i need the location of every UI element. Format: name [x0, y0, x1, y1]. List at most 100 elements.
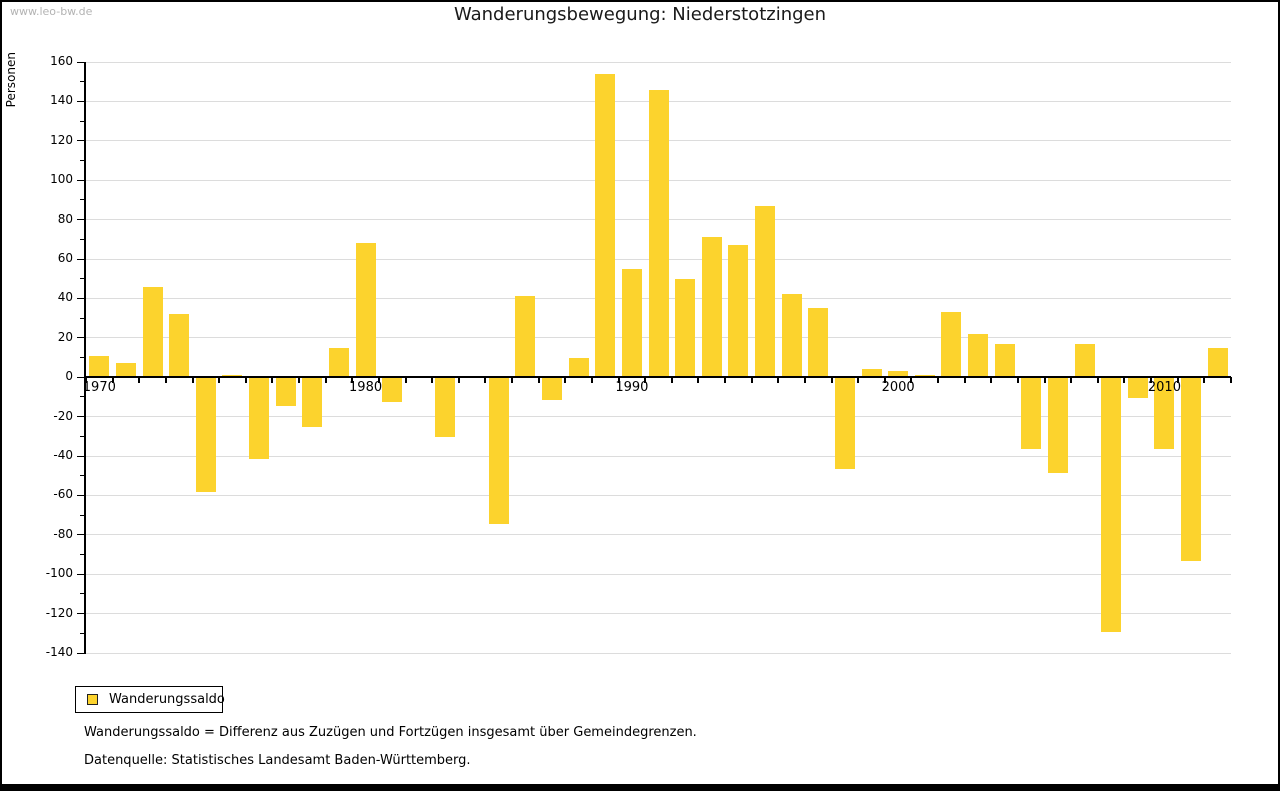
xtick — [244, 377, 247, 384]
ytick-minor — [80, 514, 86, 516]
ytick-minor — [80, 554, 86, 555]
ytick-major — [77, 179, 86, 181]
xtick-label: 1980 — [349, 380, 383, 396]
xtick — [1016, 377, 1019, 384]
xtick-label: 2010 — [1147, 380, 1181, 396]
xtick — [857, 377, 860, 384]
bar — [1101, 378, 1122, 633]
legend-swatch-icon — [87, 694, 98, 705]
bar — [115, 363, 136, 378]
xtick — [590, 377, 593, 384]
ytick-minor — [80, 593, 86, 595]
ytick-minor — [80, 396, 86, 398]
xtick — [324, 377, 327, 384]
xtick — [1203, 377, 1206, 384]
bar — [142, 286, 163, 378]
xtick — [644, 377, 647, 384]
bar — [1074, 343, 1095, 378]
ytick-label: -140 — [45, 645, 73, 659]
xtick — [937, 377, 940, 384]
bar — [728, 245, 749, 378]
ytick-label: -120 — [45, 605, 73, 620]
xtick — [138, 377, 141, 384]
bar — [541, 378, 562, 400]
bar — [595, 73, 616, 378]
xtick-label: 1970 — [82, 380, 116, 396]
xtick — [537, 377, 540, 384]
bar — [515, 296, 536, 378]
page-title: Wanderungsbewegung: Niederstotzingen — [453, 4, 827, 25]
ytick-label: 140 — [50, 93, 73, 108]
ytick-major — [77, 652, 86, 654]
bar — [488, 378, 509, 524]
ytick-minor — [80, 475, 86, 477]
ytick-major — [77, 534, 86, 536]
bar — [1047, 378, 1068, 473]
xtick — [457, 377, 460, 384]
bar — [382, 378, 403, 402]
xtick — [1150, 377, 1153, 384]
bar — [781, 294, 802, 378]
ytick-label: 160 — [50, 54, 73, 68]
ytick-minor — [80, 632, 86, 634]
xtick — [724, 377, 727, 384]
xtick — [271, 377, 274, 384]
ytick-major — [77, 337, 86, 339]
ytick-label: 0 — [65, 369, 73, 384]
ytick-minor — [80, 81, 86, 83]
bar — [195, 378, 216, 493]
ytick-label: -60 — [53, 487, 73, 502]
bar — [755, 205, 775, 378]
bar — [1154, 378, 1175, 450]
bar — [275, 378, 296, 406]
xtick — [1070, 377, 1073, 384]
xtick — [883, 377, 886, 384]
ytick-minor — [80, 238, 86, 240]
bar — [435, 378, 456, 438]
ytick-minor — [80, 317, 86, 319]
ytick-major — [77, 573, 86, 575]
ytick-major — [77, 455, 86, 457]
bar — [648, 89, 669, 378]
xtick — [111, 377, 114, 384]
ytick-major — [77, 219, 86, 221]
bar — [249, 378, 270, 459]
xtick — [404, 377, 407, 384]
ytick-minor — [80, 160, 86, 161]
bar — [568, 357, 589, 378]
zero-axis — [86, 376, 1231, 379]
xtick — [963, 377, 966, 384]
footnote-definition: Wanderungssaldo = Differenz aus Zuzügen … — [84, 725, 697, 740]
xtick — [164, 377, 167, 384]
xtick — [1123, 377, 1126, 384]
ytick-major — [77, 100, 86, 102]
xtick — [511, 377, 514, 384]
ytick-label: -20 — [53, 408, 73, 423]
gridline — [86, 652, 1231, 654]
bar — [621, 268, 642, 378]
ytick-label: 80 — [57, 211, 73, 226]
xtick — [377, 377, 380, 384]
xtick — [1176, 377, 1179, 384]
gridline — [86, 613, 1231, 615]
bar — [1181, 378, 1202, 562]
xtick — [218, 377, 221, 384]
legend-label: Wanderungssaldo — [109, 692, 225, 707]
bar — [968, 333, 989, 378]
xtick — [830, 377, 833, 384]
ytick-label: 40 — [57, 290, 73, 305]
ytick-minor — [80, 357, 86, 358]
gridline — [86, 534, 1231, 536]
xtick — [697, 377, 700, 384]
xtick — [910, 377, 913, 384]
ytick-label: -80 — [53, 526, 73, 541]
ytick-major — [77, 613, 86, 615]
xtick — [431, 377, 434, 384]
bar — [888, 371, 909, 378]
bar — [1021, 378, 1042, 450]
xtick — [1230, 377, 1232, 384]
xtick — [564, 377, 567, 384]
ytick-label: -40 — [53, 448, 73, 462]
ytick-label: 20 — [57, 329, 73, 344]
